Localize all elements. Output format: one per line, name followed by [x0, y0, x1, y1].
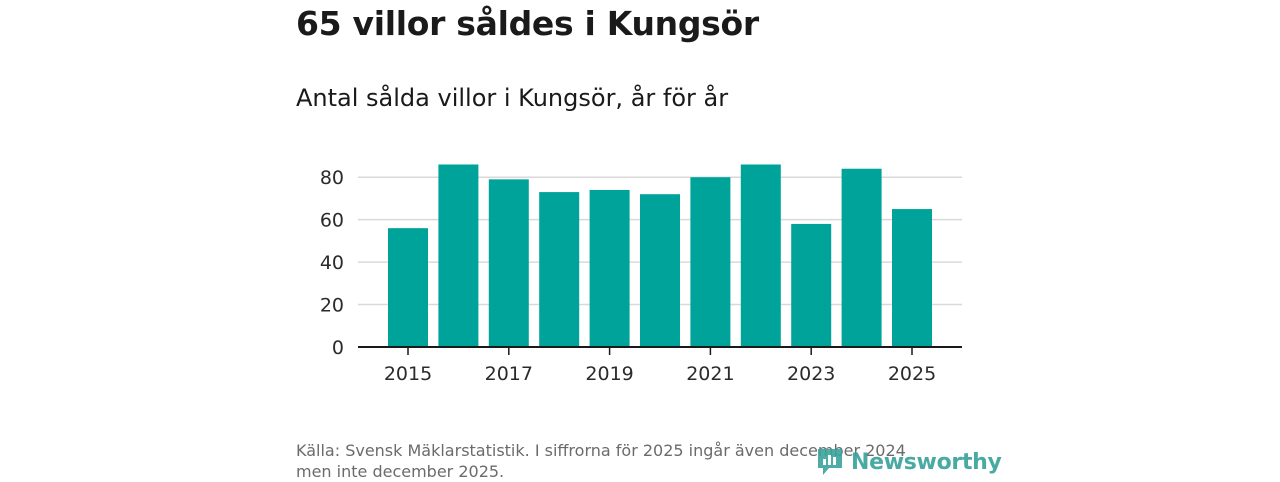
bar-2023 [791, 223, 832, 347]
bar-2015 [388, 228, 428, 347]
newsworthy-bar-chart-icon [818, 449, 842, 475]
bar-2019 [589, 189, 630, 347]
x-tick-label: 2015 [384, 363, 432, 385]
newsworthy-logo: Newsworthy [815, 446, 1002, 478]
x-tick-label: 2021 [686, 363, 734, 385]
x-tick-label: 2023 [787, 363, 835, 385]
y-tick-label: 20 [320, 295, 344, 317]
y-tick-label: 80 [320, 167, 344, 189]
chart-subtitle: Antal sålda villor i Kungsör, år för år [296, 84, 729, 112]
y-tick-label: 0 [332, 337, 344, 359]
bar-2016 [438, 164, 479, 347]
bar-2017 [488, 179, 529, 347]
x-tick-label: 2019 [585, 363, 633, 385]
bars [388, 164, 932, 347]
bar-2024 [841, 168, 882, 347]
x-tick-label: 2025 [888, 363, 936, 385]
x-axis-ticks: 2015 2017 2019 2021 2023 2025 [384, 347, 936, 385]
bar-2025 [892, 209, 932, 347]
bar-2018 [539, 192, 580, 347]
source-line-1: Källa: Svensk Mäklarstatistik. I siffror… [296, 441, 906, 460]
y-axis-ticks: 0 20 40 60 80 [320, 167, 344, 359]
source-note: Källa: Svensk Mäklarstatistik. I siffror… [296, 440, 956, 482]
bar-chart: 0 20 40 60 80 2015 2017 2019 2021 2023 2025 [320, 164, 962, 385]
y-tick-label: 60 [320, 210, 344, 232]
x-tick-label: 2017 [485, 363, 533, 385]
chart-title: 65 villor såldes i Kungsör [296, 4, 759, 43]
source-line-2: men inte december 2025. [296, 462, 505, 481]
bar-2020 [640, 194, 680, 347]
bar-2021 [690, 177, 731, 347]
logo-text: Newsworthy [851, 449, 1002, 475]
bar-2022 [740, 164, 781, 347]
y-tick-label: 40 [320, 252, 344, 274]
